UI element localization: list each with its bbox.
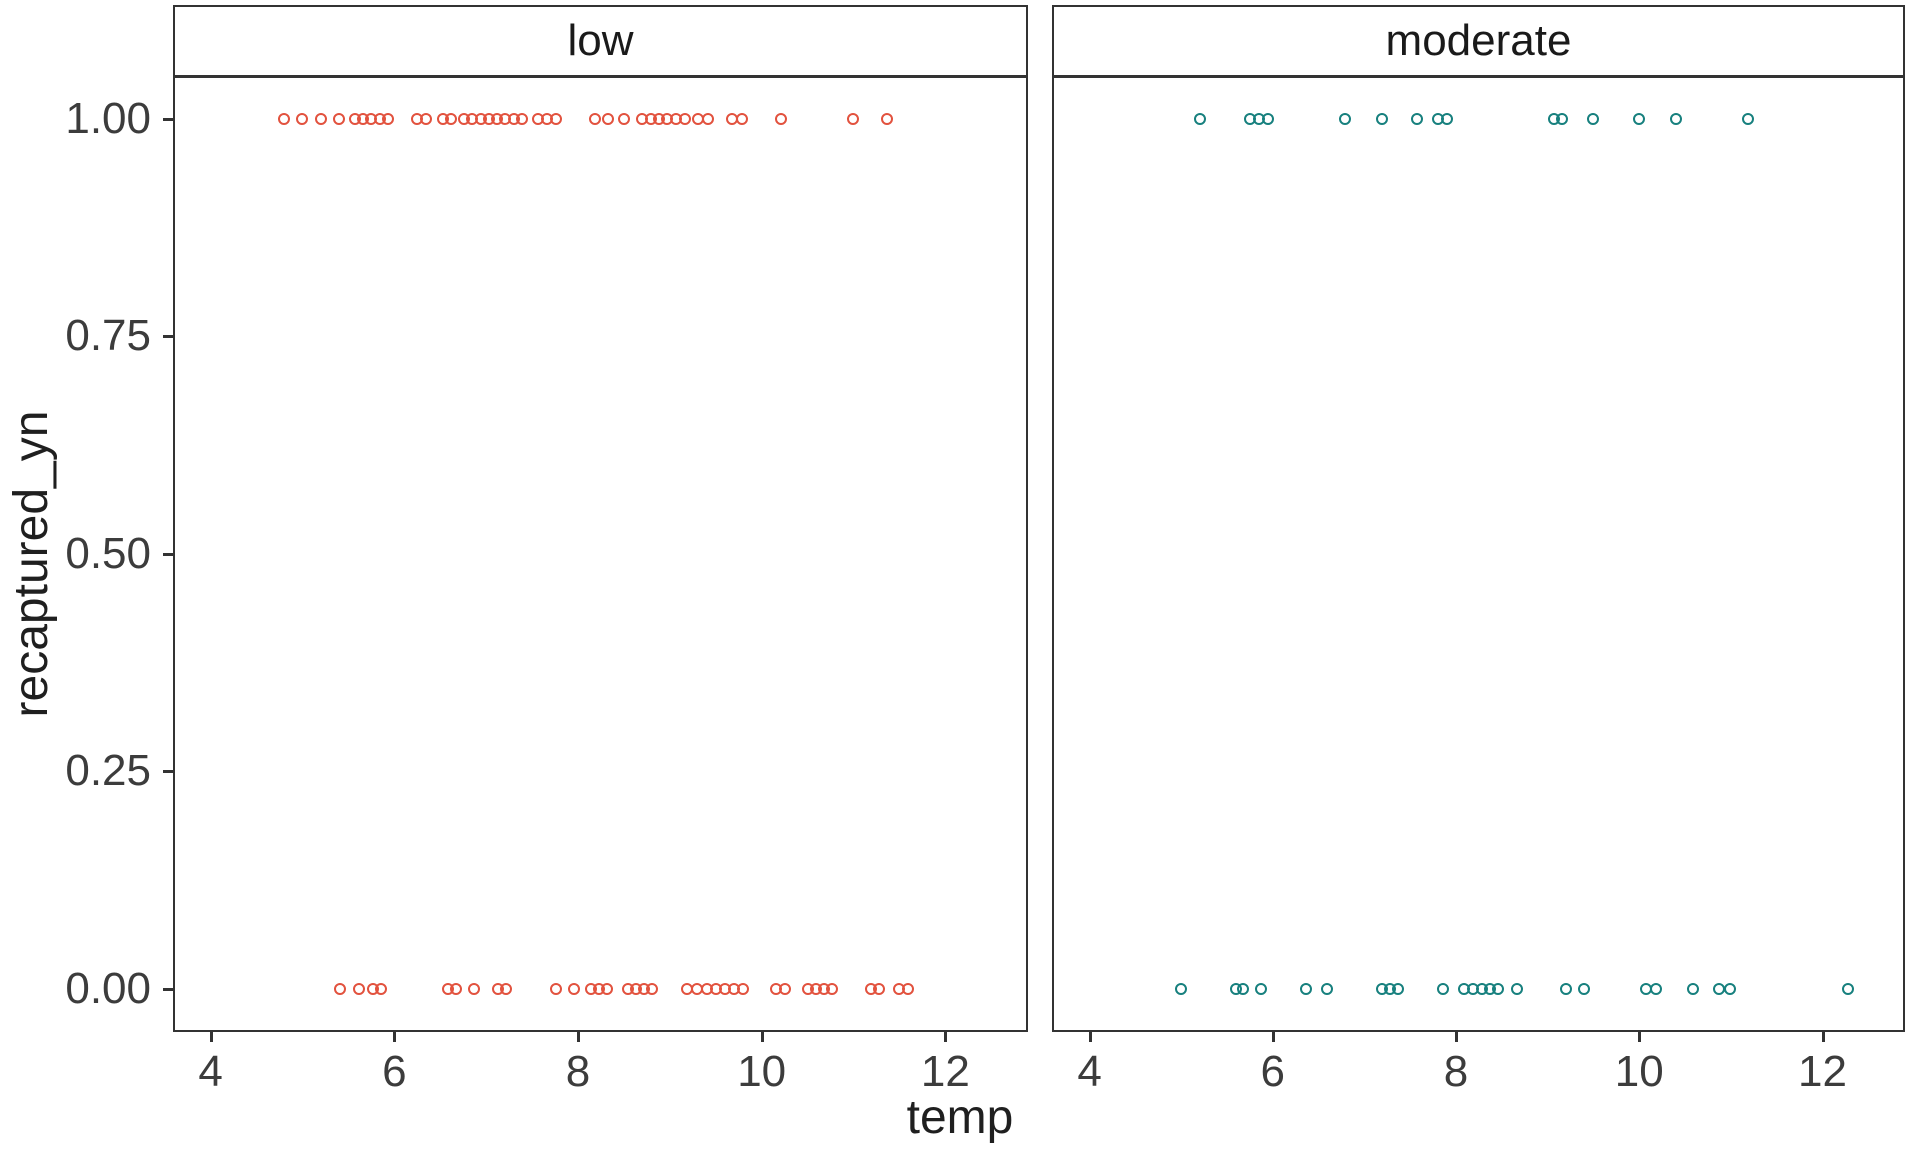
data-point (1559, 982, 1572, 995)
y-tick-mark (163, 117, 173, 121)
data-point (1410, 112, 1423, 125)
x-tick-mark (209, 1032, 213, 1042)
data-point (678, 112, 691, 125)
data-point (1578, 982, 1591, 995)
data-point (737, 982, 750, 995)
data-point (617, 112, 630, 125)
data-point (736, 112, 749, 125)
data-point (1511, 982, 1524, 995)
data-point (1375, 112, 1388, 125)
data-point (1299, 982, 1312, 995)
data-point (846, 112, 859, 125)
data-point (500, 982, 513, 995)
x-tick-label: 4 (198, 1047, 223, 1096)
y-tick-label: 0.25 (65, 746, 151, 795)
y-tick-mark (163, 552, 173, 556)
data-point (1742, 112, 1755, 125)
y-tick-label: 1.00 (65, 93, 151, 143)
data-point (549, 982, 562, 995)
data-point (1492, 982, 1505, 995)
y-tick-mark (163, 987, 173, 991)
x-tick-label: 12 (920, 1047, 970, 1096)
x-tick-label: 6 (1260, 1047, 1286, 1096)
x-tick-label: 4 (1077, 1047, 1102, 1096)
data-point (1724, 982, 1736, 995)
data-point (774, 112, 787, 125)
data-point (1262, 112, 1275, 125)
x-tick-label: 6 (382, 1047, 407, 1096)
data-point (568, 982, 581, 995)
y-tick-label: 0.50 (65, 528, 151, 578)
y-tick-label: 0.00 (65, 963, 151, 1013)
data-point (1339, 112, 1352, 125)
facet-strip-low: low (173, 5, 1028, 75)
x-tick-mark (760, 1032, 764, 1042)
data-point (381, 112, 394, 125)
data-point (1440, 112, 1453, 125)
data-point (1842, 982, 1855, 995)
data-point (334, 982, 347, 995)
data-point (1556, 112, 1569, 125)
data-point (278, 112, 291, 125)
data-point (778, 982, 791, 995)
data-point (601, 982, 614, 995)
data-point (1669, 112, 1682, 125)
data-point (333, 112, 346, 125)
data-point (296, 112, 309, 125)
data-point (445, 112, 458, 125)
data-point (1237, 982, 1250, 995)
data-point (646, 982, 659, 995)
data-point (602, 112, 615, 125)
data-point (549, 112, 562, 125)
x-axis-title: temp (906, 1091, 1014, 1144)
data-point (881, 112, 894, 125)
data-point (1687, 982, 1700, 995)
data-point (1320, 982, 1333, 995)
x-tick-mark (1821, 1032, 1825, 1042)
data-point (375, 982, 388, 995)
data-point (1175, 982, 1188, 995)
data-point (1633, 112, 1646, 125)
data-point (588, 112, 601, 125)
facet-strip-label: moderate (1385, 16, 1572, 65)
x-tick-label: 10 (1614, 1047, 1664, 1096)
x-tick-mark (944, 1032, 948, 1042)
data-point (1586, 112, 1599, 125)
data-point (515, 112, 528, 125)
data-point (1254, 982, 1267, 995)
facet-panel-low (173, 75, 1028, 1032)
x-tick-mark (577, 1032, 580, 1042)
data-point (468, 982, 481, 995)
y-tick-mark (163, 335, 173, 338)
data-point (352, 982, 365, 995)
x-tick-label: 10 (737, 1047, 787, 1096)
data-point (1649, 982, 1662, 995)
x-tick-label: 8 (1443, 1047, 1469, 1096)
data-point (826, 982, 839, 995)
x-tick-mark (1455, 1032, 1459, 1042)
x-tick-mark (1088, 1032, 1092, 1042)
facet-strip-label: low (567, 16, 634, 65)
data-point (1193, 112, 1206, 125)
data-point (419, 112, 432, 125)
facet-strip-moderate: moderate (1052, 5, 1905, 75)
y-tick-mark (163, 770, 173, 773)
data-point (1437, 982, 1450, 995)
x-tick-mark (1271, 1032, 1275, 1042)
data-point (702, 112, 715, 125)
x-tick-mark (393, 1032, 397, 1042)
data-point (449, 982, 462, 995)
y-tick-label: 0.75 (65, 311, 151, 360)
x-tick-label: 12 (1798, 1047, 1848, 1096)
data-point (314, 112, 327, 125)
facet-panel-moderate (1052, 75, 1905, 1032)
x-tick-mark (1638, 1032, 1642, 1042)
x-tick-label: 8 (565, 1047, 591, 1096)
data-point (1392, 982, 1405, 995)
data-point (873, 982, 886, 995)
data-point (901, 982, 914, 995)
